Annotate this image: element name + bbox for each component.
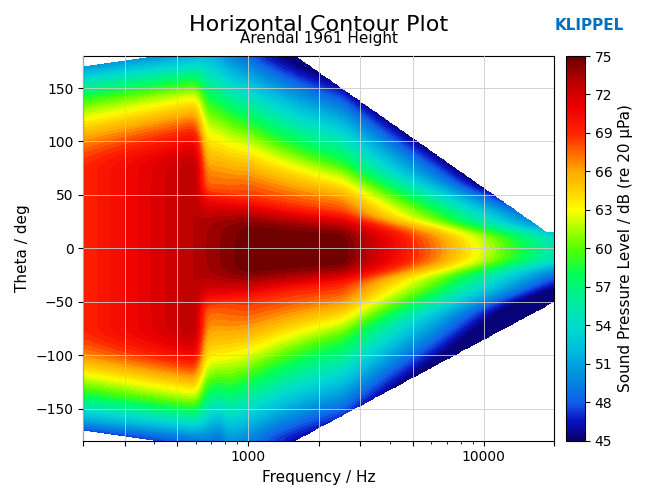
Title: Horizontal Contour Plot: Horizontal Contour Plot [189,15,448,35]
X-axis label: Frequency / Hz: Frequency / Hz [262,470,376,485]
Text: Arendal 1961 Height: Arendal 1961 Height [240,32,398,46]
Y-axis label: Theta / deg: Theta / deg [15,204,30,292]
Y-axis label: Sound Pressure Level / dB (re 20 μPa): Sound Pressure Level / dB (re 20 μPa) [618,104,633,393]
Text: KLIPPEL: KLIPPEL [555,18,624,32]
